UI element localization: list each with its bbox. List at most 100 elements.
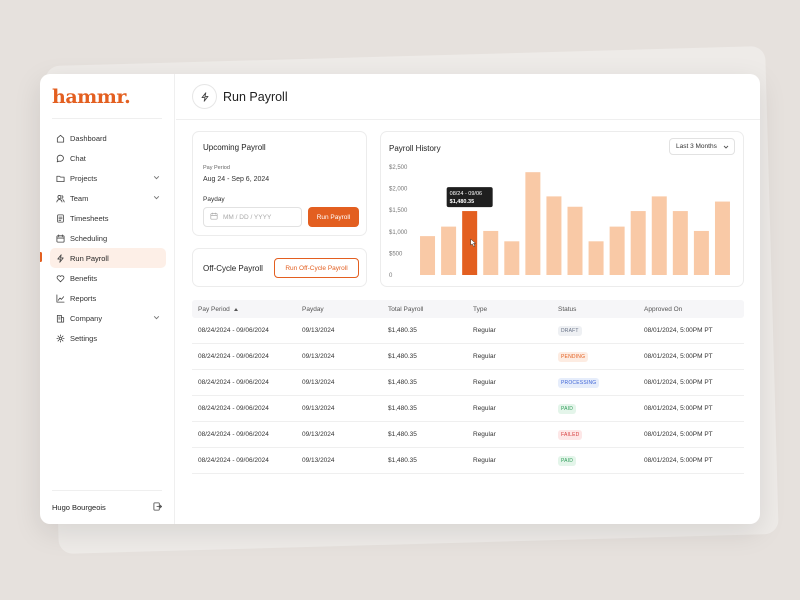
sidebar-item-run-payroll[interactable]: Run Payroll [50, 248, 166, 268]
table-row[interactable]: 08/24/2024 - 09/06/2024 09/13/2024 $1,480.… [192, 448, 744, 474]
status-badge: DRAFT [558, 325, 582, 336]
chevron-down-icon[interactable] [153, 314, 160, 321]
cell-approved: 08/01/2024, 5:00PM PT [644, 405, 713, 412]
status-badge: PAID [558, 455, 577, 466]
run-payroll-button[interactable]: Run Payroll [308, 207, 359, 227]
payroll-history-chart: $2,500 $2,000 $1,500 $1,000 $500 0 08/24 - 09/… [389, 165, 730, 279]
cell-payday: 09/13/2024 [302, 405, 335, 412]
tooltip [446, 187, 493, 208]
logout-icon[interactable] [153, 502, 163, 513]
bar[interactable] [630, 211, 646, 275]
column-header-type[interactable]: Type [473, 306, 558, 313]
range-select[interactable]: Last 3 Months [669, 138, 735, 155]
cell-payday: 09/13/2024 [302, 431, 335, 438]
table-row[interactable]: 08/24/2024 - 09/06/2024 09/13/2024 $1,480.… [192, 370, 744, 396]
bar[interactable] [525, 172, 541, 275]
status-badge: PENDING [558, 351, 589, 362]
cell-total: $1,480.35 [388, 353, 417, 360]
sidebar-item-chat[interactable]: Chat [50, 148, 166, 168]
column-header-label: Payday [302, 305, 324, 313]
bar[interactable] [504, 241, 520, 275]
sidebar-item-label: Run Payroll [70, 253, 109, 263]
user-name: Hugo Bourgeois [52, 503, 106, 512]
upcoming-payroll-card: Upcoming Payroll Pay Period Aug 24 - Sep… [192, 131, 367, 236]
sidebar-footer: Hugo Bourgeois [52, 490, 163, 524]
status-badge: FAILED [558, 429, 583, 440]
sidebar-nav: Dashboard Chat Projects Team Timesheets Sched… [50, 128, 166, 348]
home-icon [56, 134, 65, 143]
table-row[interactable]: 08/24/2024 - 09/06/2024 09/13/2024 $1,480.… [192, 344, 744, 370]
table-row[interactable]: 08/24/2024 - 09/06/2024 09/13/2024 $1,480.… [192, 422, 744, 448]
payday-date-input[interactable]: MM / DD / YYYY [203, 207, 302, 227]
column-header-total-payroll[interactable]: Total Payroll [388, 306, 473, 313]
column-header-status[interactable]: Status [558, 306, 644, 313]
divider [52, 118, 162, 119]
sidebar-item-benefits[interactable]: Benefits [50, 268, 166, 288]
sidebar-item-scheduling[interactable]: Scheduling [50, 228, 166, 248]
tooltip-value: $1,480.35 [450, 199, 474, 205]
bolt-icon [192, 84, 217, 109]
run-off-cycle-payroll-button[interactable]: Run Off-Cycle Payroll [274, 258, 359, 278]
cell-period: 08/24/2024 - 09/06/2024 [198, 327, 269, 334]
topbar: Run Payroll [176, 74, 760, 120]
calendar-icon [56, 233, 65, 243]
bolt-icon [56, 253, 65, 263]
app-window: hammr. Dashboard Chat Projects Team Timeshee… [40, 74, 760, 524]
chevron-down-icon[interactable] [153, 194, 160, 201]
column-header-pay-period[interactable]: Pay Period [192, 306, 302, 313]
sidebar-item-label: Benefits [70, 273, 98, 283]
bar[interactable] [714, 201, 730, 275]
column-header-approved-on[interactable]: Approved On [644, 306, 744, 313]
payday-placeholder: MM / DD / YYYY [223, 213, 272, 221]
card-title: Upcoming Payroll [203, 143, 266, 152]
bar-highlighted[interactable] [462, 211, 478, 275]
table-row[interactable]: 08/24/2024 - 09/06/2024 09/13/2024 $1,480.… [192, 318, 744, 344]
bar[interactable] [441, 226, 457, 275]
sidebar-item-reports[interactable]: Reports [50, 288, 166, 308]
sidebar-item-projects[interactable]: Projects [50, 168, 166, 188]
cell-approved: 08/01/2024, 5:00PM PT [644, 353, 713, 360]
users-icon [56, 194, 65, 203]
cell-period: 08/24/2024 - 09/06/2024 [198, 457, 269, 464]
pay-period-value: Aug 24 - Sep 6, 2024 [203, 176, 270, 183]
off-cycle-payroll-card: Off-Cycle Payroll Run Off-Cycle Payroll [192, 248, 367, 287]
bar[interactable] [546, 196, 562, 275]
column-header-payday[interactable]: Payday [302, 306, 388, 313]
sidebar-item-team[interactable]: Team [50, 188, 166, 208]
table-body: 08/24/2024 - 09/06/2024 09/13/2024 $1,480.… [192, 318, 744, 474]
bar[interactable] [609, 226, 625, 275]
sidebar-item-timesheets[interactable]: Timesheets [50, 208, 166, 228]
cell-type: Regular [473, 431, 496, 438]
card-title: Off-Cycle Payroll [203, 264, 263, 273]
column-header-label: Status [558, 305, 577, 313]
y-tick-label: $2,500 [389, 165, 408, 171]
bar[interactable] [483, 230, 499, 275]
cell-payday: 09/13/2024 [302, 457, 335, 464]
table-row[interactable]: 08/24/2024 - 09/06/2024 09/13/2024 $1,480.… [192, 396, 744, 422]
chevron-down-icon[interactable] [153, 174, 160, 181]
cell-total: $1,480.35 [388, 431, 417, 438]
sidebar: hammr. Dashboard Chat Projects Team Timeshee… [40, 74, 175, 524]
bar[interactable] [672, 211, 688, 275]
status-cell: FAILED [558, 429, 644, 440]
column-header-label: Total Payroll [388, 305, 424, 313]
sidebar-item-label: Settings [70, 333, 98, 343]
cell-type: Regular [473, 353, 496, 360]
sidebar-item-dashboard[interactable]: Dashboard [50, 128, 166, 148]
bar[interactable] [693, 230, 709, 275]
sidebar-item-label: Chat [70, 153, 86, 163]
table-header: Pay Period Payday Total Payroll Type Status A… [192, 300, 744, 318]
cell-period: 08/24/2024 - 09/06/2024 [198, 431, 269, 438]
payroll-table: Pay Period Payday Total Payroll Type Status A… [192, 300, 744, 474]
column-header-label: Type [473, 305, 488, 313]
bar[interactable] [588, 241, 604, 275]
sidebar-item-settings[interactable]: Settings [50, 328, 166, 348]
bar[interactable] [651, 196, 667, 275]
sidebar-item-company[interactable]: Company [50, 308, 166, 328]
bar[interactable] [567, 206, 583, 275]
bar[interactable] [420, 236, 436, 275]
building-icon [56, 314, 65, 323]
sort-ascending-icon[interactable] [233, 307, 238, 311]
cell-total: $1,480.35 [388, 327, 417, 334]
card-title: Payroll History [389, 144, 441, 153]
